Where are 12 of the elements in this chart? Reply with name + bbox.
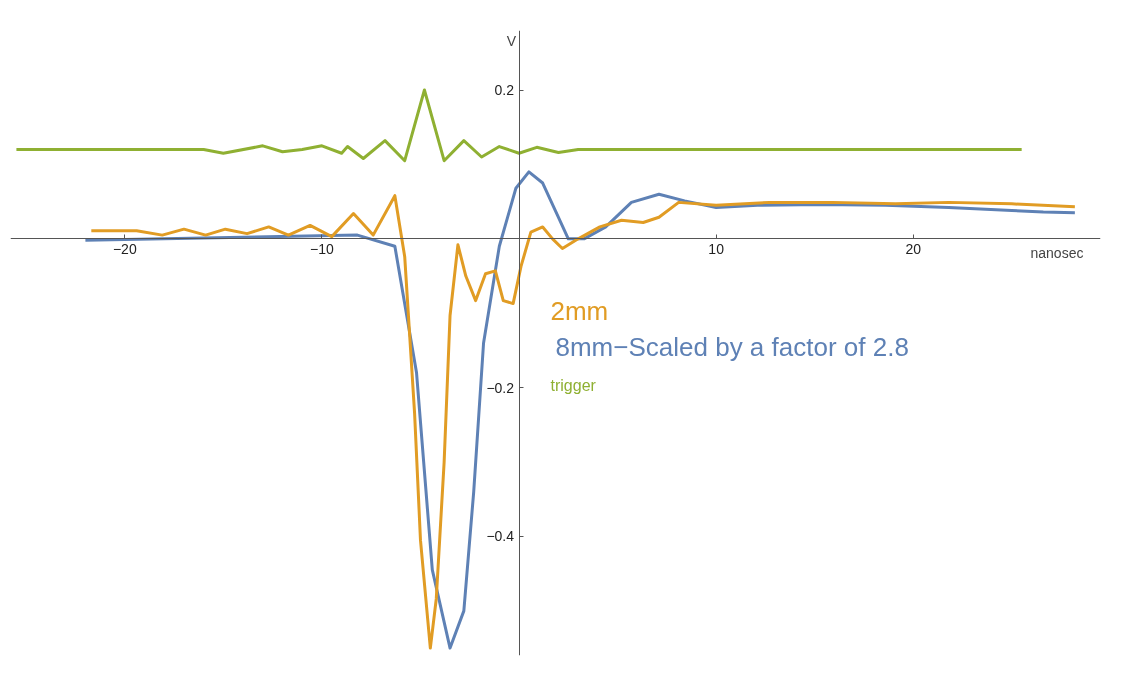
series-label: 2mm <box>550 295 609 326</box>
y-axis-title: V <box>506 32 517 49</box>
x-tick-label: 10 <box>708 240 725 257</box>
y-tick-label: −0.4 <box>486 528 515 545</box>
y-tick-label: 0.2 <box>494 82 515 99</box>
text: trigger <box>550 376 597 394</box>
x-axis-title: nanosec <box>1030 244 1084 261</box>
y-tick-label: −0.2 <box>486 379 515 396</box>
x-tick-label: −20 <box>112 240 137 257</box>
x-tick-label: 20 <box>905 240 922 257</box>
text: 8mm−Scaled by a factor of 2.8 <box>555 331 909 362</box>
x-tick-label: −10 <box>310 240 335 257</box>
